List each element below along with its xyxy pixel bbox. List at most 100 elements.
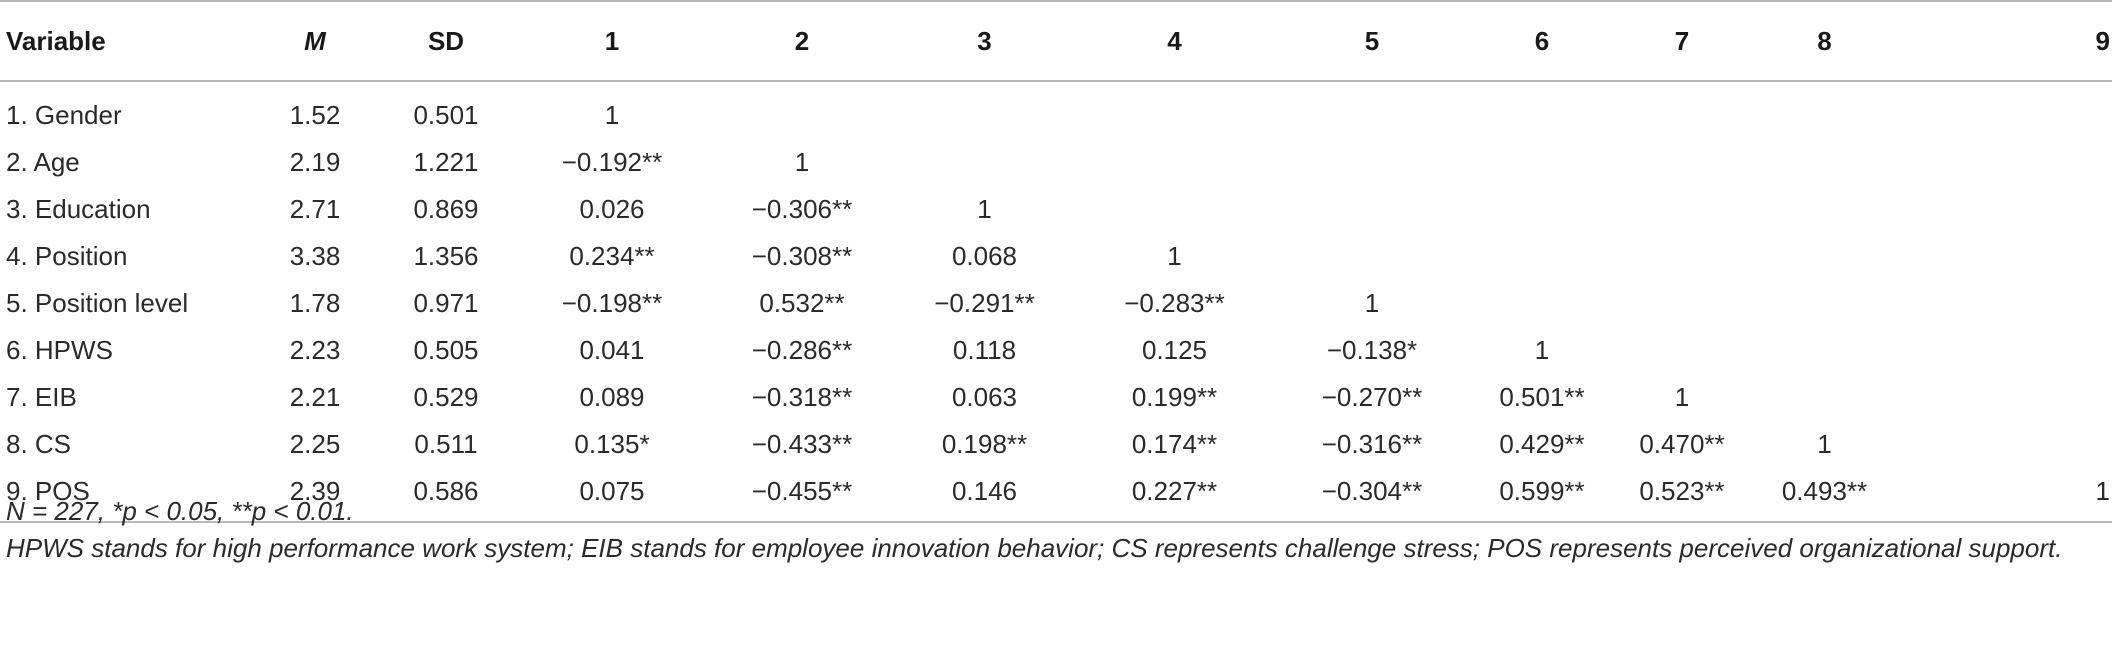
header-mean: M [250, 0, 380, 82]
table-row: 7. EIB 2.21 0.529 0.089 −0.318** 0.063 0.199**… [0, 374, 2112, 421]
sd-cell: 0.505 [413, 335, 479, 365]
mean-cell: 3.38 [289, 241, 341, 271]
correlation-cell-5: −0.138* [1326, 335, 1418, 365]
sd-cell: 0.586 [380, 468, 512, 523]
correlation-cell-9 [1897, 280, 2112, 327]
correlation-cell-1: 0.026 [579, 194, 645, 224]
correlation-cell-9: 1 [1897, 468, 2112, 523]
correlation-cell-8: 1 [1817, 429, 1832, 459]
correlation-cell-5 [1272, 139, 1472, 186]
mean-cell: 2.23 [289, 335, 341, 365]
correlation-cell-3: 1 [977, 194, 992, 224]
correlation-cell-8: 0.493** [1752, 468, 1897, 523]
correlation-cell-9 [1897, 327, 2112, 374]
correlation-cell-7 [1612, 81, 1752, 139]
sd-cell: 0.529 [413, 382, 479, 412]
header-col-9: 9 [1897, 0, 2112, 82]
table-row: 9. POS 2.39 0.586 0.075 −0.455** 0.146 0.227**… [0, 468, 2112, 523]
correlation-cell-5: −0.316** [1321, 429, 1423, 459]
correlation-cell-2: −0.318** [751, 382, 853, 412]
sd-cell: 0.971 [413, 288, 479, 318]
correlation-cell-2: −0.433** [751, 429, 853, 459]
correlation-cell-9 [1897, 421, 2112, 468]
table-row: 8. CS 2.25 0.511 0.135* −0.433** 0.198** 0.174… [0, 421, 2112, 468]
correlation-cell-6 [1472, 280, 1612, 327]
variable-name-cell: 4. Position [6, 241, 128, 271]
correlation-cell-3: 0.198** [941, 429, 1028, 459]
sd-cell: 0.511 [414, 429, 478, 459]
correlation-cell-2: −0.286** [751, 335, 853, 365]
correlation-cell-5: 1 [1364, 288, 1380, 318]
correlation-cell-1: 0.135* [574, 429, 650, 459]
correlation-cell-9 [1897, 186, 2112, 233]
correlation-cell-2: 0.532** [759, 288, 845, 318]
mean-cell: 2.39 [250, 468, 380, 523]
correlation-cell-1: −0.192** [561, 147, 663, 177]
variable-name-cell: 9. POS [0, 468, 250, 523]
correlation-cell-9 [1897, 233, 2112, 280]
variable-name-cell: 6. HPWS [6, 335, 113, 365]
correlation-cell-7 [1612, 186, 1752, 233]
header-col-2: 2 [712, 0, 892, 82]
correlation-cell-8 [1752, 327, 1897, 374]
correlation-cell-3 [892, 81, 1077, 139]
correlation-cell-3: 0.146 [892, 468, 1077, 523]
table-row: 6. HPWS 2.23 0.505 0.041 −0.286** 0.118 0.125 −… [0, 327, 2112, 374]
correlation-cell-4 [1077, 186, 1272, 233]
correlation-cell-5 [1272, 81, 1472, 139]
correlation-cell-5 [1272, 233, 1472, 280]
correlation-cell-7 [1612, 233, 1752, 280]
header-col-5: 5 [1272, 0, 1472, 82]
variable-name-cell: 5. Position level [6, 288, 189, 318]
header-col-4: 4 [1077, 0, 1272, 82]
table-row: 2. Age 2.19 1.221 −0.192** 1 [0, 139, 2112, 186]
correlation-cell-5 [1272, 186, 1472, 233]
variable-name-cell: 1. Gender [6, 100, 122, 130]
correlation-cell-6 [1472, 139, 1612, 186]
mean-cell: 1.52 [289, 100, 341, 130]
header-col-1: 1 [512, 0, 712, 82]
variable-name-cell: 3. Education [6, 194, 151, 224]
correlation-cell-1: 0.234** [569, 241, 655, 271]
mean-cell: 2.25 [289, 429, 341, 459]
table-row: 3. Education 2.71 0.869 0.026 −0.306** 1 [0, 186, 2112, 233]
correlation-cell-3: 0.063 [951, 382, 1018, 412]
correlation-cell-7 [1612, 327, 1752, 374]
correlation-cell-7 [1612, 139, 1752, 186]
correlation-cell-8 [1752, 233, 1897, 280]
header-sd: SD [380, 0, 512, 82]
table-footnote-abbreviations: HPWS stands for high performance work sy… [6, 533, 2063, 563]
correlation-cell-3: 0.068 [951, 241, 1018, 271]
correlation-cell-6 [1472, 186, 1612, 233]
correlation-cell-1: 0.041 [579, 335, 645, 365]
correlation-cell-8 [1752, 81, 1897, 139]
correlation-cell-8 [1752, 374, 1897, 421]
correlation-cell-7: 1 [1674, 382, 1690, 412]
correlation-cell-4: 1 [1167, 241, 1182, 271]
correlation-cell-4: 0.125 [1141, 335, 1208, 365]
sd-cell: 0.501 [413, 100, 479, 130]
correlation-cell-1: 0.089 [579, 382, 645, 412]
sd-cell: 1.356 [413, 241, 479, 271]
correlation-cell-2 [712, 81, 892, 139]
correlation-cell-1: −0.198** [561, 288, 663, 318]
correlation-cell-4 [1077, 81, 1272, 139]
table-row: 5. Position level 1.78 0.971 −0.198** 0.532*… [0, 280, 2112, 327]
mean-cell: 2.21 [289, 382, 341, 412]
correlation-table: Variable M SD 1 2 3 4 5 6 7 8 9 1. Gende… [0, 0, 2112, 523]
correlation-cell-3: −0.291** [934, 288, 1035, 318]
header-row: Variable M SD 1 2 3 4 5 6 7 8 9 [0, 0, 2112, 82]
table-body: 1. Gender 1.52 0.501 1 2. Age 2.19 1.221 −0.192… [0, 81, 2112, 523]
correlation-cell-2: −0.455** [712, 468, 892, 523]
table-footnote-stats: N = 227, *p < 0.05, **p < 0.01. [6, 496, 354, 526]
header-col-6: 6 [1472, 0, 1612, 82]
correlation-cell-3: 0.118 [952, 335, 1017, 365]
correlation-cell-7 [1612, 280, 1752, 327]
correlation-cell-8 [1752, 186, 1897, 233]
correlation-cell-2: 1 [794, 147, 810, 177]
correlation-cell-6: 0.599** [1472, 468, 1612, 523]
variable-name-cell: 2. Age [6, 147, 80, 177]
variable-name-cell: 8. CS [6, 429, 72, 459]
correlation-cell-6 [1472, 81, 1612, 139]
correlation-cell-3 [892, 139, 1077, 186]
